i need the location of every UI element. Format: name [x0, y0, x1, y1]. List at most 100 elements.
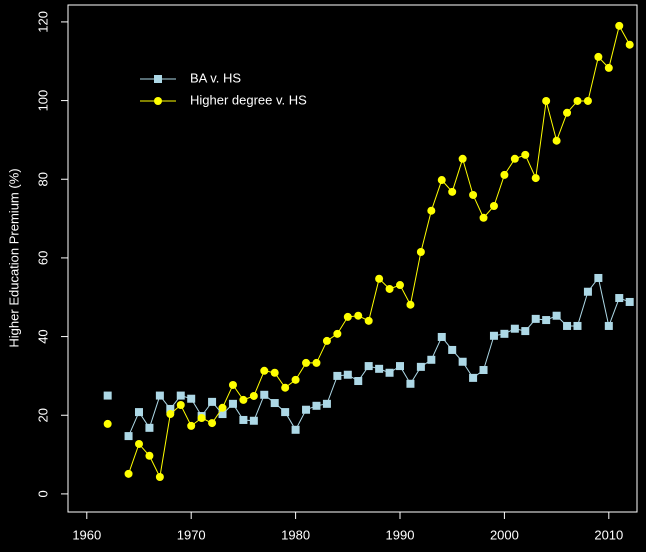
data-point — [270, 368, 279, 377]
data-point — [531, 174, 540, 183]
x-tick-label: 2000 — [490, 527, 519, 542]
data-point — [145, 423, 154, 432]
data-point — [437, 176, 446, 185]
data-point — [322, 399, 331, 408]
data-point — [458, 154, 467, 163]
data-point — [322, 336, 331, 345]
data-point — [312, 358, 321, 367]
y-tick-label: 60 — [35, 251, 50, 265]
data-point — [479, 213, 488, 222]
data-point — [124, 432, 133, 441]
data-point — [364, 316, 373, 325]
data-point — [333, 329, 342, 338]
data-point — [375, 274, 384, 283]
data-point — [583, 96, 592, 105]
data-point — [594, 273, 603, 282]
data-point — [228, 380, 237, 389]
data-point — [124, 469, 133, 478]
data-point — [500, 329, 509, 338]
data-point — [458, 357, 467, 366]
y-tick-label: 80 — [35, 172, 50, 186]
y-axis-label: Higher Education Premium (%) — [6, 168, 21, 347]
data-point — [260, 366, 269, 375]
y-tick-label: 20 — [35, 408, 50, 422]
data-point — [176, 401, 185, 410]
data-point — [542, 316, 551, 325]
data-point — [155, 472, 164, 481]
legend-marker — [154, 75, 162, 83]
data-point — [416, 362, 425, 371]
y-tick-label: 100 — [35, 90, 50, 112]
data-point — [510, 154, 519, 163]
data-point — [354, 377, 363, 386]
data-point — [354, 311, 363, 320]
data-point — [448, 345, 457, 354]
data-point — [563, 321, 572, 330]
data-point — [406, 300, 415, 309]
plot-frame — [67, 4, 638, 513]
data-point — [197, 413, 206, 422]
data-point — [573, 96, 582, 105]
data-point — [343, 312, 352, 321]
data-point — [375, 364, 384, 373]
data-point — [385, 368, 394, 377]
data-point — [155, 391, 164, 400]
data-point — [573, 321, 582, 330]
data-point — [427, 206, 436, 215]
data-point — [469, 373, 478, 382]
data-point — [604, 321, 613, 330]
x-tick-label: 1970 — [177, 527, 206, 542]
data-point — [260, 390, 269, 399]
data-point — [343, 370, 352, 379]
legend-marker — [154, 97, 162, 105]
data-point — [145, 451, 154, 460]
data-point — [302, 405, 311, 414]
data-point — [249, 391, 258, 400]
data-point — [239, 395, 248, 404]
data-point — [312, 401, 321, 410]
data-point — [208, 397, 217, 406]
data-point — [406, 379, 415, 388]
data-point — [103, 391, 112, 400]
data-point — [270, 399, 279, 408]
data-point — [134, 439, 143, 448]
data-point — [208, 419, 217, 428]
data-point — [396, 362, 405, 371]
data-point — [166, 404, 175, 413]
data-point — [489, 331, 498, 340]
data-point — [510, 324, 519, 333]
data-point — [291, 375, 300, 384]
data-point — [479, 366, 488, 375]
data-point — [385, 284, 394, 293]
x-tick-label: 1960 — [72, 527, 101, 542]
x-tick-label: 2010 — [594, 527, 623, 542]
data-point — [187, 421, 196, 430]
data-point — [594, 52, 603, 61]
data-point — [489, 201, 498, 210]
data-point — [291, 425, 300, 434]
data-point — [604, 63, 613, 72]
data-point — [625, 40, 634, 49]
data-point — [552, 136, 561, 145]
y-tick-label: 120 — [35, 11, 50, 33]
data-point — [187, 394, 196, 403]
data-point — [134, 408, 143, 417]
y-tick-label: 0 — [35, 490, 50, 497]
data-point — [416, 248, 425, 257]
data-point — [364, 362, 373, 371]
data-point — [427, 355, 436, 364]
data-point — [218, 410, 227, 419]
data-point — [103, 419, 112, 428]
data-point — [521, 150, 530, 159]
x-tick-label: 1990 — [386, 527, 415, 542]
x-tick-label: 1980 — [281, 527, 310, 542]
data-point — [218, 403, 227, 412]
data-point — [281, 383, 290, 392]
data-point — [625, 297, 634, 306]
data-point — [542, 96, 551, 105]
data-point — [281, 408, 290, 417]
y-tick-label: 40 — [35, 329, 50, 343]
data-point — [563, 108, 572, 117]
data-point — [437, 332, 446, 341]
data-point — [302, 358, 311, 367]
